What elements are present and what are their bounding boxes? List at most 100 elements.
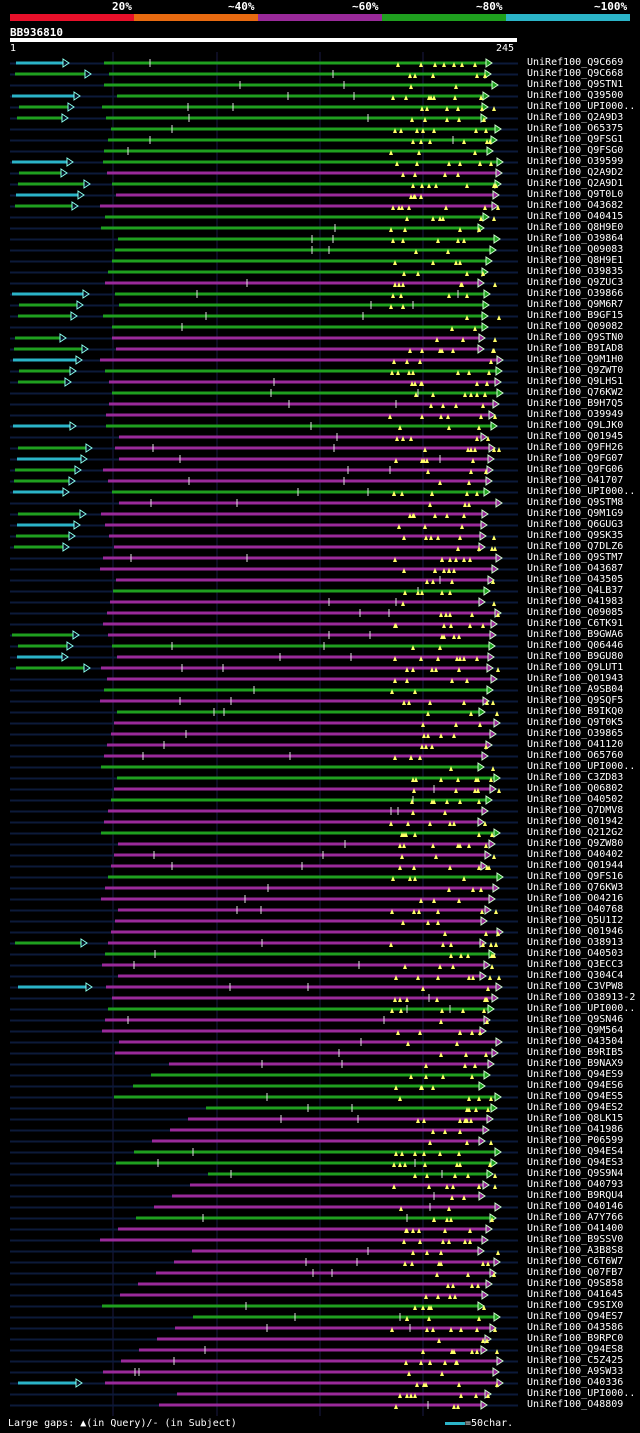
hit-label[interactable]: UniRef100_A7Y766 xyxy=(527,1212,624,1223)
hit-label[interactable]: UniRef100_B9GF15 xyxy=(527,310,624,321)
hit-label[interactable]: UniRef100_Q9FH26 xyxy=(527,442,624,453)
hit-label[interactable]: UniRef100_Q9LHS1 xyxy=(527,376,624,387)
hit-label[interactable]: UniRef100_B9GWA6 xyxy=(527,629,624,640)
hit-label[interactable]: UniRef100_C5Z425 xyxy=(527,1355,624,1366)
hit-label[interactable]: UniRef100_O43586 xyxy=(527,1322,624,1333)
hit-label[interactable]: UniRef100_O39864 xyxy=(527,233,624,244)
hit-label[interactable]: UniRef100_O04216 xyxy=(527,893,624,904)
hit-label[interactable]: UniRef100_O43687 xyxy=(527,563,624,574)
hit-label[interactable]: UniRef100_B9NAX9 xyxy=(527,1058,624,1069)
hit-label[interactable]: UniRef100_Q8LK15 xyxy=(527,1113,624,1124)
hit-label[interactable]: UniRef100_C9SIX0 xyxy=(527,1300,624,1311)
hit-label[interactable]: UniRef100_Q8H9E1 xyxy=(527,255,624,266)
hit-label[interactable]: UniRef100_Q39500 xyxy=(527,90,624,101)
hit-label[interactable]: UniRef100_O39865 xyxy=(527,728,624,739)
hit-label[interactable]: UniRef100_UPI000.. xyxy=(527,761,636,772)
hit-label[interactable]: UniRef100_O39599 xyxy=(527,156,624,167)
hit-label[interactable]: UniRef100_Q09083 xyxy=(527,244,624,255)
hit-label[interactable]: UniRef100_Q2A9D1 xyxy=(527,178,624,189)
hit-label[interactable]: UniRef100_Q212G2 xyxy=(527,827,624,838)
hit-label[interactable]: UniRef100_O40502 xyxy=(527,794,624,805)
hit-label[interactable]: UniRef100_O43504 xyxy=(527,1036,624,1047)
hit-label[interactable]: UniRef100_Q09085 xyxy=(527,607,624,618)
hit-label[interactable]: UniRef100_Q76KW2 xyxy=(527,387,624,398)
hit-label[interactable]: UniRef100_Q9M1G9 xyxy=(527,508,624,519)
hit-label[interactable]: UniRef100_B9IAD8 xyxy=(527,343,624,354)
hit-label[interactable]: UniRef100_Q9LJK0 xyxy=(527,420,624,431)
hit-label[interactable]: UniRef100_Q9STM7 xyxy=(527,552,624,563)
hit-label[interactable]: UniRef100_UPI000.. xyxy=(527,101,636,112)
hit-label[interactable]: UniRef100_O65760 xyxy=(527,750,624,761)
hit-label[interactable]: UniRef100_Q9STM8 xyxy=(527,497,624,508)
hit-label[interactable]: UniRef100_Q9STN0 xyxy=(527,332,624,343)
hit-label[interactable]: UniRef100_Q94ES7 xyxy=(527,1311,624,1322)
hit-label[interactable]: UniRef100_Q76KW3 xyxy=(527,882,624,893)
hit-label[interactable]: UniRef100_Q4LB37 xyxy=(527,585,624,596)
hit-label[interactable]: UniRef100_C6T6W7 xyxy=(527,1256,624,1267)
hit-label[interactable]: UniRef100_Q09082 xyxy=(527,321,624,332)
hit-label[interactable]: UniRef100_O39949 xyxy=(527,409,624,420)
hit-label[interactable]: UniRef100_Q06802 xyxy=(527,783,624,794)
hit-label[interactable]: UniRef100_Q01944 xyxy=(527,860,624,871)
hit-label[interactable]: UniRef100_Q7DLZ6 xyxy=(527,541,624,552)
hit-label[interactable]: UniRef100_A9SW33 xyxy=(527,1366,624,1377)
hit-label[interactable]: UniRef100_O41986 xyxy=(527,1124,624,1135)
hit-label[interactable]: UniRef100_O41120 xyxy=(527,739,624,750)
hit-label[interactable]: UniRef100_Q07FB7 xyxy=(527,1267,624,1278)
hit-label[interactable]: UniRef100_O43682 xyxy=(527,200,624,211)
hit-label[interactable]: UniRef100_Q9LUT1 xyxy=(527,662,624,673)
hit-label[interactable]: UniRef100_A9SB04 xyxy=(527,684,624,695)
hit-label[interactable]: UniRef100_O40415 xyxy=(527,211,624,222)
hit-label[interactable]: UniRef100_Q6GUG3 xyxy=(527,519,624,530)
hit-label[interactable]: UniRef100_B9H7Q5 xyxy=(527,398,624,409)
hit-label[interactable]: UniRef100_P06599 xyxy=(527,1135,624,1146)
hit-label[interactable]: UniRef100_B9GU80 xyxy=(527,651,624,662)
hit-label[interactable]: UniRef100_Q9ZUC3 xyxy=(527,277,624,288)
hit-label[interactable]: UniRef100_Q9FG07 xyxy=(527,453,624,464)
hit-label[interactable]: UniRef100_Q9SN46 xyxy=(527,1014,624,1025)
hit-label[interactable]: UniRef100_Q9SQF5 xyxy=(527,695,624,706)
hit-label[interactable]: UniRef100_Q94ES9 xyxy=(527,1069,624,1080)
hit-label[interactable]: UniRef100_O41645 xyxy=(527,1289,624,1300)
hit-label[interactable]: UniRef100_Q9ZW80 xyxy=(527,838,624,849)
hit-label[interactable]: UniRef100_Q9C668 xyxy=(527,68,624,79)
hit-label[interactable]: UniRef100_UPI000.. xyxy=(527,1388,636,1399)
hit-label[interactable]: UniRef100_Q94ES6 xyxy=(527,1080,624,1091)
hit-label[interactable]: UniRef100_Q94ES8 xyxy=(527,1344,624,1355)
hit-label[interactable]: UniRef100_O40768 xyxy=(527,904,624,915)
hit-label[interactable]: UniRef100_O38913 xyxy=(527,937,624,948)
hit-label[interactable]: UniRef100_O43505 xyxy=(527,574,624,585)
hit-label[interactable]: UniRef100_O41400 xyxy=(527,1223,624,1234)
hit-label[interactable]: UniRef100_Q01942 xyxy=(527,816,624,827)
hit-label[interactable]: UniRef100_Q9M6R7 xyxy=(527,299,624,310)
hit-label[interactable]: UniRef100_Q9M1H0 xyxy=(527,354,624,365)
hit-label[interactable]: UniRef100_O41707 xyxy=(527,475,624,486)
hit-label[interactable]: UniRef100_C3ZD83 xyxy=(527,772,624,783)
hit-label[interactable]: UniRef100_UPI000.. xyxy=(527,1003,636,1014)
hit-label[interactable]: UniRef100_O40503 xyxy=(527,948,624,959)
hit-label[interactable]: UniRef100_O40336 xyxy=(527,1377,624,1388)
hit-label[interactable]: UniRef100_Q9T0L0 xyxy=(527,189,624,200)
hit-label[interactable]: UniRef100_O65375 xyxy=(527,123,624,134)
hit-label[interactable]: UniRef100_B9SSV0 xyxy=(527,1234,624,1245)
hit-label[interactable]: UniRef100_UPI000.. xyxy=(527,486,636,497)
hit-label[interactable]: UniRef100_Q8H9E0 xyxy=(527,222,624,233)
hit-label[interactable]: UniRef100_Q9M564 xyxy=(527,1025,624,1036)
hit-label[interactable]: UniRef100_B9RQU4 xyxy=(527,1190,624,1201)
hit-label[interactable]: UniRef100_O40402 xyxy=(527,849,624,860)
hit-label[interactable]: UniRef100_Q9SK35 xyxy=(527,530,624,541)
hit-label[interactable]: UniRef100_B9IKQ0 xyxy=(527,706,624,717)
hit-label[interactable]: UniRef100_C6TK91 xyxy=(527,618,624,629)
hit-label[interactable]: UniRef100_B9RPC0 xyxy=(527,1333,624,1344)
hit-label[interactable]: UniRef100_Q9FG06 xyxy=(527,464,624,475)
hit-label[interactable]: UniRef100_Q94ES4 xyxy=(527,1146,624,1157)
hit-label[interactable]: UniRef100_Q06446 xyxy=(527,640,624,651)
hit-label[interactable]: UniRef100_Q01946 xyxy=(527,926,624,937)
hit-label[interactable]: UniRef100_Q94ES3 xyxy=(527,1157,624,1168)
hit-label[interactable]: UniRef100_B9RIB5 xyxy=(527,1047,624,1058)
hit-label[interactable]: UniRef100_Q2A9D3 xyxy=(527,112,624,123)
hit-label[interactable]: UniRef100_O41983 xyxy=(527,596,624,607)
hit-label[interactable]: UniRef100_Q2A9D2 xyxy=(527,167,624,178)
hit-label[interactable]: UniRef100_Q9FS16 xyxy=(527,871,624,882)
hit-label[interactable]: UniRef100_Q7DMV8 xyxy=(527,805,624,816)
